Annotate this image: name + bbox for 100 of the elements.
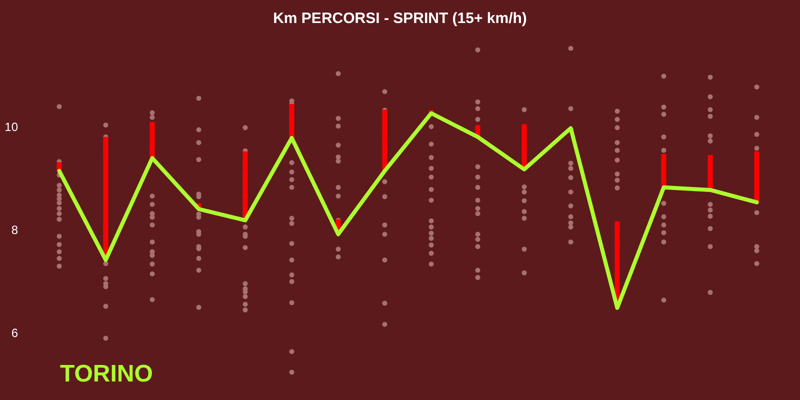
- point: [196, 127, 202, 132]
- point: [56, 104, 62, 110]
- point: [428, 250, 434, 256]
- text: Km PERCORSI - SPRINT (15+ km/h): [273, 10, 527, 27]
- point: [614, 108, 620, 114]
- point: [103, 122, 108, 128]
- point: [382, 89, 388, 94]
- point: [475, 164, 480, 170]
- point: [289, 241, 294, 246]
- point: [708, 226, 713, 232]
- point: [708, 74, 713, 80]
- point: [708, 138, 713, 144]
- point: [661, 222, 666, 228]
- point: [150, 239, 155, 244]
- point: [382, 257, 388, 262]
- point: [428, 142, 434, 147]
- point: [661, 134, 666, 140]
- point: [56, 242, 62, 248]
- point: [708, 244, 713, 250]
- point: [708, 290, 713, 295]
- point: [196, 304, 202, 310]
- point: [382, 232, 388, 237]
- point: [568, 160, 574, 166]
- point: [428, 218, 434, 224]
- point: [522, 107, 527, 112]
- bar: [708, 154, 713, 190]
- point: [708, 107, 713, 112]
- point: [56, 187, 62, 192]
- point: [475, 232, 480, 237]
- point: [475, 47, 480, 52]
- bar: [382, 110, 388, 171]
- point: [568, 203, 574, 208]
- point: [754, 261, 760, 266]
- point: [428, 155, 434, 160]
- point: [56, 216, 62, 222]
- point: [661, 200, 666, 206]
- point: [336, 71, 341, 76]
- point: [522, 209, 527, 214]
- point: [754, 84, 760, 90]
- point: [614, 116, 620, 122]
- point: [196, 268, 202, 273]
- point: [428, 224, 434, 230]
- point: [289, 272, 294, 278]
- point: [428, 198, 434, 203]
- point: [289, 349, 294, 354]
- point: [382, 179, 388, 184]
- point: [614, 158, 620, 163]
- point: [336, 124, 341, 129]
- point: [661, 148, 666, 153]
- point: [56, 234, 62, 239]
- point: [661, 298, 666, 303]
- point: [522, 216, 527, 221]
- point: [614, 148, 620, 153]
- point: [428, 262, 434, 267]
- point: [196, 140, 202, 146]
- point: [614, 172, 620, 176]
- point: [289, 220, 294, 226]
- point: [196, 157, 202, 162]
- point: [568, 175, 574, 180]
- point: [289, 300, 294, 306]
- point: [428, 124, 434, 130]
- point: [475, 99, 480, 104]
- point: [661, 214, 666, 220]
- point: [242, 302, 248, 307]
- y-tick-label: 8: [11, 223, 18, 238]
- annotation: TORINO: [60, 360, 153, 388]
- point: [568, 106, 574, 112]
- point: [242, 224, 248, 230]
- point: [475, 174, 480, 180]
- point: [289, 257, 294, 262]
- point: [150, 271, 155, 276]
- point: [522, 184, 527, 190]
- point: [568, 166, 574, 171]
- point: [336, 194, 341, 199]
- point: [661, 239, 666, 244]
- point: [568, 239, 574, 244]
- point: [289, 169, 294, 174]
- point: [568, 46, 574, 51]
- point: [522, 190, 527, 195]
- bar: [661, 154, 666, 188]
- point: [754, 114, 760, 120]
- point: [614, 178, 620, 183]
- point: [103, 304, 108, 309]
- point: [428, 242, 434, 248]
- point: [475, 206, 480, 211]
- point: [614, 185, 620, 190]
- point: [150, 297, 155, 302]
- point: [475, 184, 480, 190]
- point: [336, 254, 341, 260]
- point: [289, 370, 294, 375]
- point: [708, 133, 713, 138]
- point: [614, 140, 620, 146]
- point: [289, 160, 294, 166]
- point: [661, 230, 666, 236]
- point: [708, 214, 713, 219]
- point: [475, 198, 480, 203]
- point: [708, 114, 713, 119]
- point: [242, 307, 248, 312]
- point: [754, 210, 760, 216]
- point: [475, 236, 480, 242]
